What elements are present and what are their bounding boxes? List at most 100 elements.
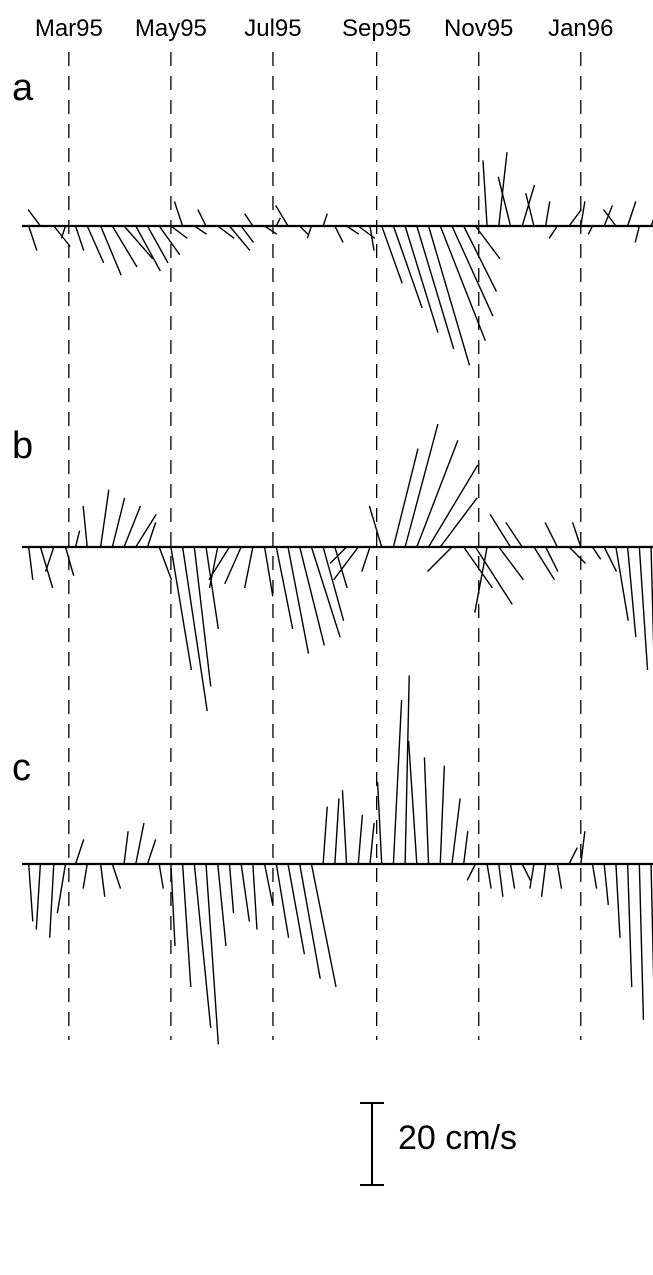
stick-c-23: [299, 863, 321, 979]
stick-c-12: [170, 863, 176, 947]
stick-b-4: [74, 530, 81, 548]
stick-c-9: [135, 822, 145, 865]
stick-b-48: [591, 546, 602, 560]
stick-c-2: [48, 863, 55, 938]
stick-c-13: [181, 863, 192, 988]
stick-b-7: [111, 497, 126, 548]
stick-c-50: [615, 863, 621, 938]
stick-c-29: [369, 822, 375, 865]
stick-c-35: [439, 765, 446, 865]
stick-b-2: [44, 546, 55, 572]
month-label-Mar95: Mar95: [35, 15, 103, 42]
stick-a-6: [99, 225, 122, 276]
stick-c-30: [376, 781, 383, 865]
stick-b-45: [544, 522, 558, 548]
stick-a-20: [264, 225, 278, 235]
stick-a-18: [240, 225, 255, 243]
stick-a-31: [392, 225, 423, 309]
stick-b-53: [650, 546, 653, 648]
stick-b-27: [329, 546, 348, 564]
stick-c-47: [580, 831, 586, 865]
stick-panels: a b c: [12, 67, 653, 1045]
stick-b-14: [193, 546, 212, 687]
stick-c-37: [462, 831, 469, 865]
stick-c-21: [275, 863, 290, 938]
stick-a-51: [626, 201, 637, 227]
stick-c-38: [466, 863, 477, 881]
panel-label-a: a: [12, 67, 34, 109]
stick-b-0: [27, 546, 34, 580]
stick-a-44: [544, 201, 551, 227]
stick-a-10: [146, 225, 169, 264]
stick-b-37: [463, 546, 493, 589]
stick-a-32: [404, 225, 439, 333]
stick-a-21: [275, 217, 282, 227]
stick-c-7: [111, 863, 122, 889]
stick-b-23: [299, 546, 325, 646]
month-label-May95: May95: [135, 15, 207, 42]
stick-c-8: [123, 831, 129, 865]
stick-b-35: [439, 497, 478, 548]
stick-b-17: [208, 546, 231, 581]
stick-c-22: [287, 863, 306, 955]
stick-c-10: [146, 839, 157, 865]
stick-a-26: [334, 225, 344, 243]
stick-b-13: [181, 546, 208, 712]
stick-c-1: [35, 863, 42, 930]
stick-b-8: [123, 505, 142, 548]
stick-a-8: [123, 225, 154, 260]
stick-a-38: [474, 225, 501, 260]
stick-c-17: [228, 863, 235, 914]
stick-b-34: [427, 464, 479, 548]
stick-a-7: [111, 225, 138, 268]
stick-c-11: [158, 863, 164, 889]
stick-a-4: [74, 225, 85, 251]
stick-b-25: [322, 546, 345, 621]
stick-b-40: [498, 546, 524, 581]
stick-c-42: [521, 863, 532, 881]
stick-b-46: [568, 546, 586, 564]
stick-b-43: [533, 546, 556, 581]
month-label-Nov95: Nov95: [444, 15, 513, 42]
stick-c-25: [322, 806, 328, 865]
stick-c-48: [591, 863, 598, 889]
stick-a-46: [568, 209, 582, 227]
stick-c-6: [99, 863, 106, 897]
stick-b-50: [615, 546, 629, 621]
stick-b-49: [603, 546, 618, 572]
stick-a-30: [381, 225, 403, 284]
stick-b-32: [404, 423, 439, 548]
stick-c-27: [341, 790, 348, 865]
month-label-Jul95: Jul95: [244, 15, 301, 42]
stick-c-5: [82, 863, 88, 889]
stick-b-9: [135, 513, 157, 548]
month-label-Jan96: Jan96: [548, 15, 613, 42]
stick-c-31: [392, 699, 403, 865]
stick-a-16: [217, 225, 235, 239]
stick-b-24: [310, 546, 341, 638]
stick-a-29: [369, 225, 375, 251]
stick-b-16: [208, 546, 219, 589]
panel-label-b: b: [12, 425, 33, 467]
stick-b-42: [505, 522, 523, 548]
stick-c-16: [217, 863, 227, 947]
stick-a-39: [482, 160, 488, 227]
stick-b-26: [334, 546, 348, 589]
stick-a-41: [497, 176, 512, 227]
stick-c-15: [205, 863, 220, 1045]
stick-c-34: [423, 757, 430, 865]
stick-c-36: [451, 798, 461, 865]
stick-a-3: [60, 225, 67, 239]
stick-a-13: [173, 201, 184, 227]
stick-c-20: [263, 863, 274, 906]
stick-c-24: [310, 863, 337, 988]
stick-b-19: [243, 546, 254, 589]
stick-b-33: [416, 440, 459, 548]
stick-a-9: [135, 225, 161, 272]
stick-b-3: [64, 546, 75, 576]
stick-a-45: [548, 225, 558, 239]
stick-c-3: [56, 863, 67, 914]
stick-b-29: [361, 546, 371, 572]
stick-b-31: [392, 448, 419, 548]
